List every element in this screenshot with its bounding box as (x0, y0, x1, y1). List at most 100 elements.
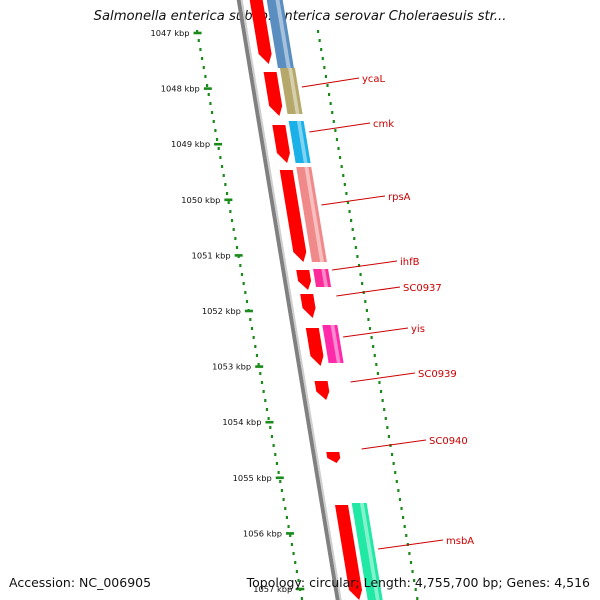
tick-dot (292, 552, 295, 555)
gene-highlight (321, 269, 329, 287)
cds-arrow[interactable] (300, 294, 316, 318)
gene-label[interactable]: SC0940 (429, 436, 468, 447)
gene-highlight (304, 167, 324, 262)
cds-arrow[interactable] (326, 452, 341, 463)
outer-dot (408, 552, 411, 555)
cds-arrow[interactable] (279, 170, 307, 262)
outer-dot (318, 39, 321, 42)
gene-label[interactable]: cmk (373, 119, 394, 130)
tick-mark (214, 142, 223, 146)
gene-label[interactable]: ycaL (362, 74, 386, 85)
outer-dot (327, 93, 331, 96)
outer-dot (364, 300, 367, 303)
tick-label: 1053 kbp (212, 362, 251, 372)
tick-dot (232, 228, 235, 231)
outer-dot (403, 525, 406, 528)
label-leader-line (350, 372, 416, 383)
tick-dot (272, 444, 275, 447)
tick-dot (242, 282, 245, 285)
tick-dot (262, 390, 265, 393)
gene-block[interactable] (296, 167, 327, 262)
outer-dot (384, 417, 387, 420)
tick-label: 1054 kbp (222, 417, 261, 427)
gene-block[interactable] (288, 121, 311, 163)
tick-dot (269, 426, 272, 429)
tick-dot (224, 183, 227, 186)
tick-label: 1051 kbp (192, 250, 231, 260)
gene-label[interactable]: SC0937 (403, 283, 442, 294)
map-title: Salmonella enterica subsp. enterica sero… (93, 9, 507, 24)
topology-text: Topology: circular; Length: 4,755,700 bp… (246, 575, 590, 590)
tick-mark (286, 532, 295, 535)
tick-dot (252, 336, 255, 339)
gene-block[interactable] (279, 68, 303, 114)
gene-label[interactable]: SC0939 (418, 369, 457, 380)
outer-dot (381, 399, 384, 402)
tick-dot (284, 507, 287, 510)
cds-arrow[interactable] (296, 270, 312, 290)
tick-dot (277, 471, 280, 474)
tick-mark (244, 309, 253, 313)
outer-dot (332, 120, 335, 123)
outer-dot (326, 84, 329, 87)
label-leader-line (361, 439, 427, 450)
cds-arrow[interactable] (272, 125, 290, 163)
cds-arrow[interactable] (335, 505, 363, 600)
outer-dot (329, 102, 332, 105)
gene-label[interactable]: ihfB (400, 257, 420, 268)
tick-mark (234, 254, 243, 257)
cds-arrow[interactable] (249, 0, 272, 64)
tick-dot (249, 318, 252, 321)
outer-dot (370, 336, 373, 339)
label-leader-line (378, 539, 444, 550)
outer-dot (368, 327, 372, 330)
outer-dot (376, 372, 379, 375)
tick-mark (275, 476, 284, 480)
tick-dot (250, 327, 254, 330)
gene-highlight (288, 68, 300, 114)
gene-highlight (296, 121, 308, 163)
gene-label[interactable]: rpsA (388, 192, 411, 203)
tick-dot (196, 30, 199, 33)
tick-dot (260, 381, 264, 384)
outer-dot (392, 462, 395, 465)
tick-dot (289, 534, 292, 537)
tick-dot (229, 210, 232, 213)
tick-dot (202, 66, 205, 69)
gene-label[interactable]: yis (411, 324, 425, 335)
cds-arrow[interactable] (314, 381, 330, 400)
outer-dot (400, 507, 403, 510)
outer-dot (397, 489, 400, 492)
cds-arrow[interactable] (305, 328, 324, 366)
gene-block[interactable] (351, 503, 383, 600)
tick-dot (274, 453, 277, 456)
tick-dot (209, 102, 212, 105)
outer-dot (357, 264, 361, 267)
tick-label: 1052 kbp (202, 306, 241, 316)
tick-dot (214, 129, 217, 132)
cds-arrow[interactable] (263, 72, 283, 116)
tick-label: 1057 kbp (253, 584, 292, 594)
tick-dot (199, 48, 202, 51)
gene-label[interactable]: msbA (446, 536, 474, 547)
outer-dot (343, 183, 346, 186)
tick-dot (225, 192, 229, 195)
tick-dot (290, 543, 294, 546)
tick-mark (193, 31, 202, 35)
tick-label: 1050 kbp (181, 195, 220, 205)
tick-dot (220, 165, 224, 168)
tick-mark (255, 365, 264, 368)
gene-block[interactable] (313, 269, 332, 287)
tick-dot (300, 597, 303, 600)
gene-block[interactable] (322, 325, 344, 363)
tick-label: 1055 kbp (233, 473, 272, 483)
outer-dot (398, 498, 402, 501)
outer-dot (320, 48, 323, 51)
tick-dot (215, 138, 219, 141)
tick-dot (240, 273, 244, 276)
backbone-shade (240, 0, 342, 600)
feature-block[interactable] (266, 0, 294, 68)
tick-dot (282, 498, 285, 501)
label-leader-line (309, 122, 371, 133)
